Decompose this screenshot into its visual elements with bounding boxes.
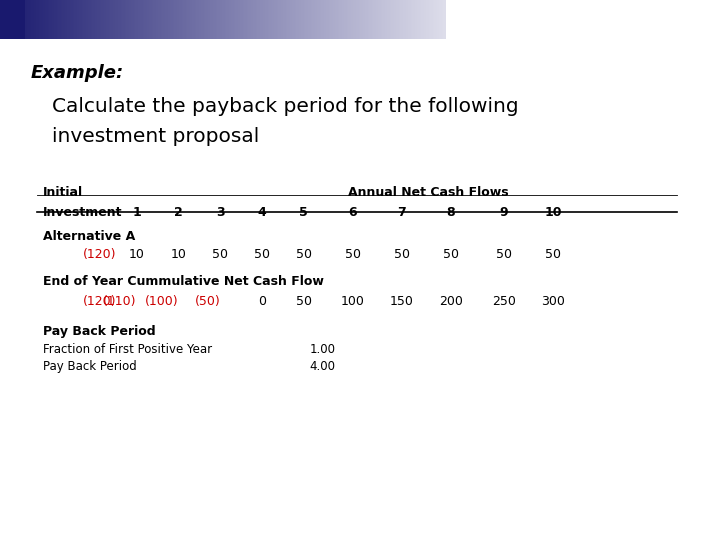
Text: 200: 200 (438, 295, 463, 308)
Text: 250: 250 (492, 295, 516, 308)
Text: Pay Back Period: Pay Back Period (43, 360, 137, 373)
Text: 2: 2 (174, 206, 183, 219)
Text: 8: 8 (446, 206, 455, 219)
Text: 50: 50 (254, 248, 270, 261)
Text: (110): (110) (103, 295, 137, 308)
Text: Example:: Example: (30, 64, 124, 82)
Text: 1: 1 (132, 206, 141, 219)
Text: (120): (120) (83, 295, 117, 308)
Text: 50: 50 (443, 248, 459, 261)
Text: Fraction of First Positive Year: Fraction of First Positive Year (43, 343, 212, 356)
Text: 0: 0 (258, 295, 266, 308)
Text: 9: 9 (500, 206, 508, 219)
Text: investment proposal: investment proposal (52, 127, 259, 146)
Text: (50): (50) (194, 295, 220, 308)
Text: 5: 5 (300, 206, 308, 219)
Text: 7: 7 (397, 206, 406, 219)
Text: 1.00: 1.00 (310, 343, 336, 356)
Text: 4: 4 (258, 206, 266, 219)
Text: 10: 10 (129, 248, 145, 261)
Text: (100): (100) (145, 295, 179, 308)
Text: Pay Back Period: Pay Back Period (43, 325, 156, 338)
Text: 4.00: 4.00 (310, 360, 336, 373)
Text: 50: 50 (545, 248, 561, 261)
Text: 100: 100 (341, 295, 365, 308)
Text: End of Year Cummulative Net Cash Flow: End of Year Cummulative Net Cash Flow (43, 275, 324, 288)
Text: 50: 50 (212, 248, 228, 261)
Text: 50: 50 (345, 248, 361, 261)
Text: Alternative A: Alternative A (43, 230, 135, 242)
Text: 10: 10 (171, 248, 186, 261)
Text: Investment: Investment (43, 206, 122, 219)
Text: 50: 50 (296, 248, 312, 261)
Text: 3: 3 (216, 206, 225, 219)
Text: 10: 10 (544, 206, 562, 219)
Text: 50: 50 (296, 295, 312, 308)
Text: 6: 6 (348, 206, 357, 219)
Text: 50: 50 (394, 248, 410, 261)
Text: Calculate the payback period for the following: Calculate the payback period for the fol… (52, 97, 518, 116)
Text: 50: 50 (496, 248, 512, 261)
Text: Initial: Initial (43, 186, 84, 199)
Text: Annual Net Cash Flows: Annual Net Cash Flows (348, 186, 509, 199)
Text: (120): (120) (83, 248, 117, 261)
Text: 300: 300 (541, 295, 565, 308)
Text: 150: 150 (390, 295, 414, 308)
